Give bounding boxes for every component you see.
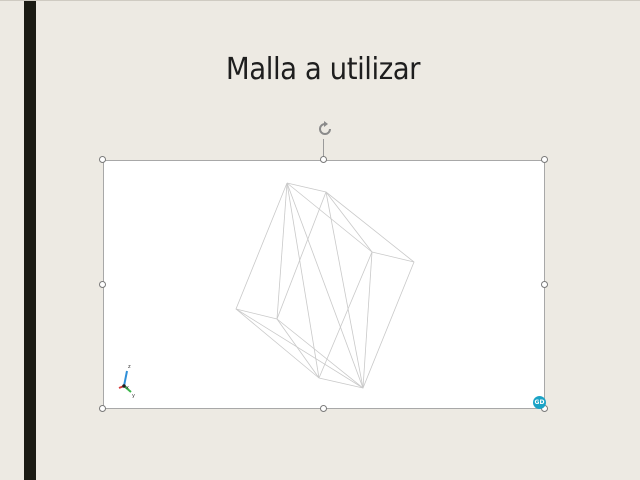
resize-handle-top-right[interactable] <box>541 156 548 163</box>
resize-handle-top-left[interactable] <box>99 156 106 163</box>
mesh-wireframe: z x y <box>118 182 415 399</box>
resize-handle-middle-right[interactable] <box>541 281 548 288</box>
resize-handle-bottom-left[interactable] <box>99 405 106 412</box>
rotate-stem <box>323 139 324 157</box>
accent-bar <box>24 1 36 480</box>
resize-handle-middle-left[interactable] <box>99 281 106 288</box>
axis-triad: z x y <box>118 364 135 399</box>
rotate-icon[interactable] <box>315 119 335 139</box>
axis-label-z: z <box>128 364 131 370</box>
mesh-picture[interactable]: z x y <box>103 160 545 409</box>
resize-handle-top-center[interactable] <box>320 156 327 163</box>
axis-label-y: y <box>132 393 135 399</box>
resize-handle-bottom-center[interactable] <box>320 405 327 412</box>
slide-edge <box>0 0 640 1</box>
slide-title[interactable]: Malla a utilizar <box>225 52 421 87</box>
collaborator-badge[interactable]: GD <box>533 396 546 409</box>
axis-label-x: x <box>126 385 129 391</box>
